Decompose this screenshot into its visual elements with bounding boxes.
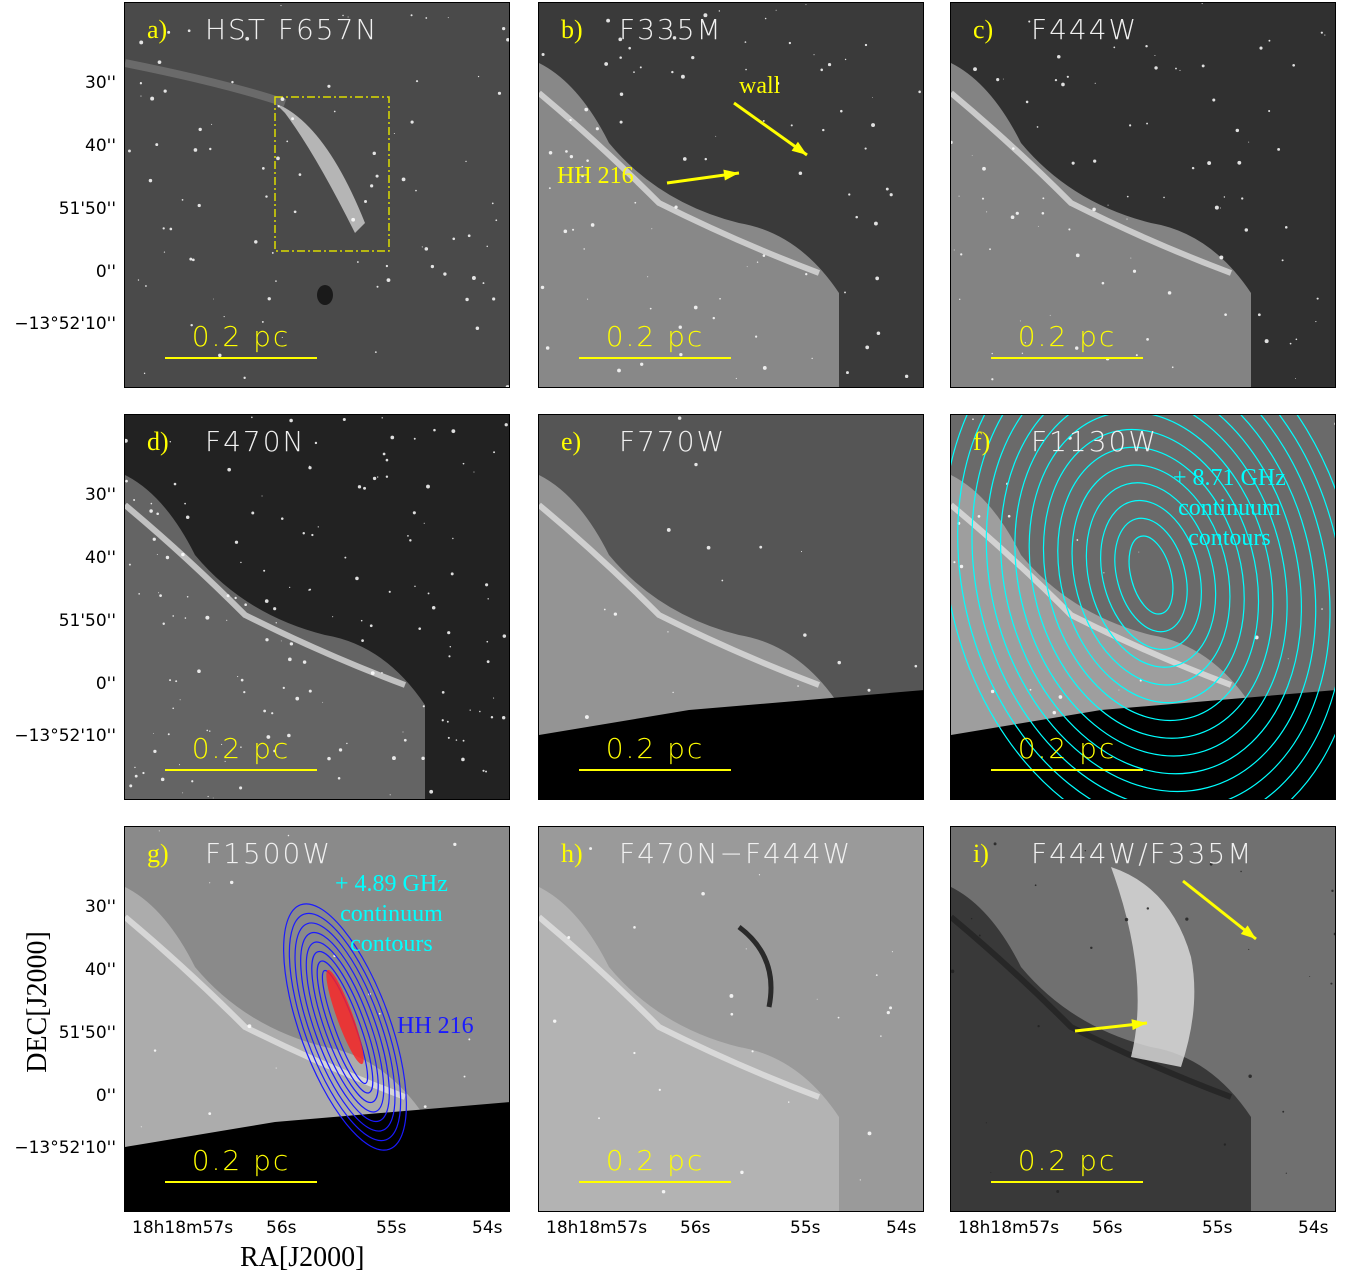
panel-label: h) [561, 839, 583, 868]
x-tick-label: 18h18m57s [132, 1218, 234, 1238]
scale-bar-line [165, 357, 317, 359]
y-tick-label: −13°52'10'' [14, 1138, 116, 1158]
panel-label: b) [561, 15, 583, 44]
scale-bar-label: 0.2 pc [191, 1144, 291, 1177]
panel-c: c) F444W 0.2 pc [950, 2, 1336, 388]
y-tick-label: 40'' [85, 960, 116, 980]
panel-title: HST F657N [205, 13, 379, 46]
panel-title: F470N−F444W [619, 837, 853, 870]
x-axis-label: RA[J2000] [240, 1242, 365, 1273]
scale-bar-label: 0.2 pc [605, 732, 705, 765]
y-tick-label: 0'' [95, 1086, 116, 1106]
scale-bar-label: 0.2 pc [605, 320, 705, 353]
x-tick-label: 55s [376, 1218, 407, 1238]
panel-g: g) F1500W 0.2 pc + 4.89 GHz continuum contour… [124, 826, 510, 1212]
panel-label: i) [973, 839, 989, 868]
scale-bar-line [579, 1181, 731, 1183]
scale-bar-line [579, 769, 731, 771]
x-tick-label: 54s [886, 1218, 917, 1238]
scale-bar-label: 0.2 pc [605, 1144, 705, 1177]
scale-bar: 0.2 pc [991, 320, 1143, 359]
panel-image [539, 415, 923, 799]
panel-title: F1130W [1031, 425, 1159, 458]
y-tick-label: 40'' [85, 136, 116, 156]
x-tick-label: 56s [266, 1218, 297, 1238]
scale-bar-label: 0.2 pc [191, 320, 291, 353]
panel-label: g) [147, 839, 169, 868]
panel-b: b) F335M 0.2 pc wall HH 216 [538, 2, 924, 388]
panel-image [951, 827, 1335, 1211]
y-tick-label: 51'50'' [58, 1023, 116, 1043]
y-tick-label: 0'' [95, 674, 116, 694]
y-tick-label: 40'' [85, 548, 116, 568]
y-axis-label: DEC[J2000] [22, 931, 53, 1073]
annotation-871ghz-contours: + 8.71 GHz continuum contours [1173, 465, 1286, 551]
scale-bar: 0.2 pc [991, 732, 1143, 771]
panel-title: F335M [619, 13, 723, 46]
panel-image [125, 3, 509, 387]
scale-bar-label: 0.2 pc [1017, 732, 1117, 765]
y-tick-label: −13°52'10'' [14, 314, 116, 334]
panel-a: a) HST F657N 0.2 pc [124, 2, 510, 388]
y-tick-label: 51'50'' [58, 611, 116, 631]
scale-bar: 0.2 pc [165, 320, 317, 359]
panel-image [125, 415, 509, 799]
panel-label: e) [561, 427, 582, 456]
scale-bar-line [579, 357, 731, 359]
annotation-489ghz-contours: + 4.89 GHz continuum contours [335, 871, 448, 957]
panel-title: F770W [619, 425, 727, 458]
panel-image [539, 3, 923, 387]
panel-f: f) F1130W 0.2 pc + 8.71 GHz continuum contour… [950, 414, 1336, 800]
panel-title: F470N [205, 425, 306, 458]
panel-title: F444W [1031, 13, 1139, 46]
scale-bar-line [991, 1181, 1143, 1183]
panel-i: i) F444W/F335M 0.2 pc [950, 826, 1336, 1212]
panel-image [539, 827, 923, 1211]
x-tick-label: 54s [472, 1218, 503, 1238]
panel-h: h) F470N−F444W 0.2 pc [538, 826, 924, 1212]
y-tick-label: −13°52'10'' [14, 726, 116, 746]
scale-bar-label: 0.2 pc [1017, 1144, 1117, 1177]
panel-image [951, 3, 1335, 387]
annotation-hh216: HH 216 [557, 163, 634, 189]
y-tick-label: 30'' [85, 73, 116, 93]
scale-bar: 0.2 pc [165, 732, 317, 771]
panel-image [951, 415, 1335, 799]
x-tick-label: 55s [790, 1218, 821, 1238]
annotation-hh216: HH 216 [397, 1013, 474, 1039]
x-tick-label: 54s [1298, 1218, 1329, 1238]
y-tick-label: 30'' [85, 897, 116, 917]
scale-bar: 0.2 pc [579, 1144, 731, 1183]
scale-bar-line [991, 357, 1143, 359]
scale-bar: 0.2 pc [165, 1144, 317, 1183]
scale-bar: 0.2 pc [991, 1144, 1143, 1183]
y-tick-label: 51'50'' [58, 199, 116, 219]
panel-image [125, 827, 509, 1211]
panel-label: f) [973, 427, 991, 456]
y-tick-label: 0'' [95, 262, 116, 282]
scale-bar-line [991, 769, 1143, 771]
scale-bar-label: 0.2 pc [191, 732, 291, 765]
scale-bar-line [165, 769, 317, 771]
x-tick-label: 56s [1092, 1218, 1123, 1238]
panel-label: c) [973, 15, 994, 44]
panel-title: F1500W [205, 837, 333, 870]
scale-bar-line [165, 1181, 317, 1183]
scale-bar: 0.2 pc [579, 320, 731, 359]
panel-label: a) [147, 15, 168, 44]
annotation-wall: wall [739, 73, 781, 99]
panel-e: e) F770W 0.2 pc [538, 414, 924, 800]
x-tick-label: 18h18m57s [958, 1218, 1060, 1238]
scale-bar: 0.2 pc [579, 732, 731, 771]
y-tick-label: 30'' [85, 485, 116, 505]
panel-title: F444W/F335M [1031, 837, 1254, 870]
x-tick-label: 56s [680, 1218, 711, 1238]
scale-bar-label: 0.2 pc [1017, 320, 1117, 353]
x-tick-label: 55s [1202, 1218, 1233, 1238]
panel-d: d) F470N 0.2 pc [124, 414, 510, 800]
panel-label: d) [147, 427, 169, 456]
x-tick-label: 18h18m57s [546, 1218, 648, 1238]
